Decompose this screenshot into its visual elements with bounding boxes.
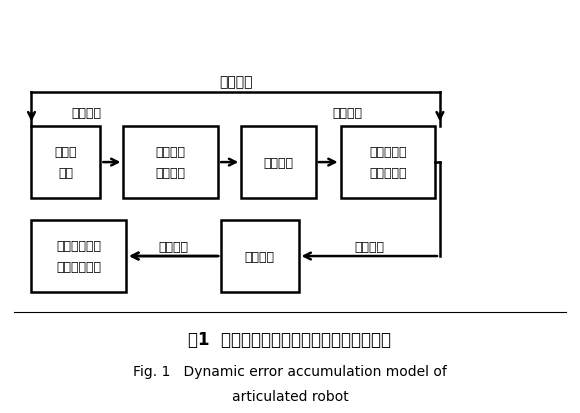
Bar [241, 127, 316, 198]
Text: 际运动角度: 际运动角度 [369, 166, 407, 179]
Text: 指定角度: 指定角度 [156, 166, 186, 179]
Text: 运动学: 运动学 [55, 146, 77, 159]
Text: articulated robot: articulated robot [231, 389, 349, 403]
Text: 运动合成: 运动合成 [245, 250, 275, 263]
Text: 各关节的: 各关节的 [156, 146, 186, 159]
Text: 图1  关节型工业机器人的运动误差积累模型: 图1 关节型工业机器人的运动误差积累模型 [188, 330, 392, 348]
Text: 各关节的实: 各关节的实 [369, 146, 407, 159]
Text: 计算误差: 计算误差 [72, 106, 102, 119]
Text: 机器人末端执: 机器人末端执 [56, 240, 102, 253]
Bar [124, 127, 218, 198]
Bar [31, 127, 100, 198]
Text: 计算: 计算 [59, 166, 74, 179]
Bar [340, 127, 436, 198]
Text: 伺服误差: 伺服误差 [332, 106, 362, 119]
Text: 动态误差: 动态误差 [159, 241, 188, 254]
Text: Fig. 1   Dynamic error accumulation model of: Fig. 1 Dynamic error accumulation model … [133, 365, 447, 378]
Bar [31, 221, 126, 292]
Text: 测量误差: 测量误差 [219, 75, 252, 89]
Text: 伺服控制: 伺服控制 [263, 156, 293, 169]
Text: 行器运动轨迹: 行器运动轨迹 [56, 260, 102, 273]
Bar [221, 221, 299, 292]
Text: 静态误差: 静态误差 [354, 241, 385, 254]
